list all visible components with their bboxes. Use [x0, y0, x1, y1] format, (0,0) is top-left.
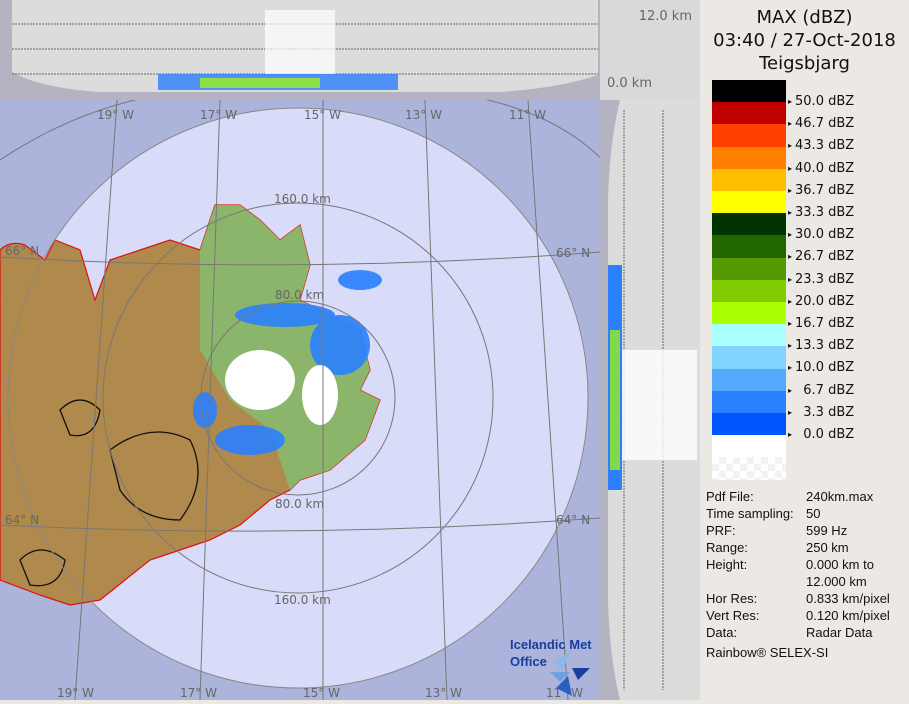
legend-label: 50.0 dBZ: [788, 94, 854, 109]
lon-label-bottom: 17° W: [180, 686, 217, 700]
metadata-table: Pdf File: 240km.max Time sampling: 50 PRF: 59…: [706, 488, 890, 660]
legend-swatch: [712, 235, 786, 258]
lon-label-top: 17° W: [200, 108, 237, 122]
info-key: Pdf File:: [706, 489, 754, 504]
station-name: Teigsbjarg: [759, 53, 850, 74]
info-row: Time sampling: 50: [706, 505, 890, 522]
info-key: Hor Res:: [706, 591, 758, 606]
legend-label: 30.0 dBZ: [788, 227, 854, 242]
legend-swatch: [712, 435, 786, 458]
range-ring-label: 80.0 km: [275, 288, 324, 302]
legend-swatch-nodata: [712, 457, 786, 480]
legend-label: 13.3 dBZ: [788, 338, 854, 353]
height-axis: 12.0 km 0.0 km: [600, 0, 700, 100]
vertical-profile-side: [600, 100, 700, 700]
legend-swatch: [712, 213, 786, 236]
lon-label-bottom: 11° W: [546, 686, 583, 700]
lat-label: 66° N: [556, 246, 590, 260]
legend-label: 6.7 dBZ: [788, 383, 854, 398]
legend-swatch: [712, 146, 786, 169]
vertical-profile-top: [0, 0, 600, 100]
range-ring-label: 160.0 km: [274, 593, 331, 607]
lat-label: 64° N: [556, 513, 590, 527]
legend-swatch: [712, 302, 786, 325]
lon-label-bottom: 19° W: [57, 686, 94, 700]
info-value: 0.000 km to: [806, 557, 874, 572]
legend-label: 20.0 dBZ: [788, 294, 854, 309]
info-value: 0.120 km/pixel: [806, 608, 890, 623]
range-ring-label: 160.0 km: [274, 192, 331, 206]
info-value: 599 Hz: [806, 523, 848, 538]
legend-label: 0.0 dBZ: [788, 427, 854, 442]
product-title: MAX (dBZ): [756, 7, 853, 28]
info-value: 50: [806, 506, 821, 521]
info-row: Height: 0.000 km to: [706, 556, 890, 573]
info-row: Range: 250 km: [706, 539, 890, 556]
legend-swatch: [712, 80, 786, 103]
info-key: Data:: [706, 625, 738, 640]
info-value: 12.000 km: [806, 574, 867, 589]
legend-swatch: [712, 168, 786, 191]
legend-swatch: [712, 124, 786, 147]
lon-label-bottom: 15° W: [303, 686, 340, 700]
info-row: Vert Res: 0.120 km/pixel: [706, 607, 890, 624]
height-bottom-label: 0.0 km: [607, 76, 652, 91]
lon-label-bottom: 13° W: [425, 686, 462, 700]
info-key: Vert Res:: [706, 608, 760, 623]
info-value: Radar Data: [806, 625, 873, 640]
legend-label: 3.3 dBZ: [788, 405, 854, 420]
legend-label: 16.7 dBZ: [788, 316, 854, 331]
lon-label-top: 11° W: [509, 108, 546, 122]
info-key: PRF:: [706, 523, 736, 538]
info-key: Height:: [706, 557, 748, 572]
info-row: Pdf File: 240km.max: [706, 488, 890, 505]
range-ring-label: 80.0 km: [275, 497, 324, 511]
lon-label-top: 15° W: [304, 108, 341, 122]
legend-swatch: [712, 413, 786, 436]
legend-swatch: [712, 368, 786, 391]
legend-label: 36.7 dBZ: [788, 183, 854, 198]
legend-swatch: [712, 257, 786, 280]
legend-label: 23.3 dBZ: [788, 272, 854, 287]
legend-label: 33.3 dBZ: [788, 205, 854, 220]
lat-label: 66° N: [5, 244, 39, 258]
info-value: 0.833 km/pixel: [806, 591, 890, 606]
legend-swatch: [712, 279, 786, 302]
lat-label: 64° N: [5, 513, 39, 527]
legend-swatch: [712, 346, 786, 369]
info-value: 250 km: [806, 540, 849, 555]
datetime: 03:40 / 27-Oct-2018: [713, 30, 896, 51]
legend-swatch: [712, 390, 786, 413]
legend-label: 46.7 dBZ: [788, 116, 854, 131]
info-row: Hor Res: 0.833 km/pixel: [706, 590, 890, 607]
logo-text: Icelandic Met: [510, 637, 592, 652]
legend-label: 26.7 dBZ: [788, 249, 854, 264]
info-key: Time sampling:: [706, 506, 794, 521]
legend-label: 43.3 dBZ: [788, 138, 854, 153]
imo-logo: Icelandic Met Office: [510, 636, 592, 670]
lon-label-top: 13° W: [405, 108, 442, 122]
info-key: Range:: [706, 540, 748, 555]
legend-swatch: [712, 102, 786, 125]
info-panel: MAX (dBZ) 03:40 / 27-Oct-2018 Teigsbjarg…: [700, 0, 909, 700]
info-row: Data: Radar Data: [706, 624, 890, 641]
imo-logo-icon: [550, 652, 590, 696]
radar-map[interactable]: 19° W 17° W 15° W 13° W 11° W 19° W 17° …: [0, 88, 621, 701]
logo-text: Office: [510, 654, 547, 669]
legend-label: 10.0 dBZ: [788, 360, 854, 375]
info-value: 240km.max: [806, 489, 874, 504]
info-key: [706, 573, 806, 590]
legend-swatch: [712, 191, 786, 214]
lon-label-top: 19° W: [97, 108, 134, 122]
info-row: 12.000 km: [706, 573, 890, 590]
height-top-label: 12.0 km: [638, 9, 692, 24]
info-row: PRF: 599 Hz: [706, 522, 890, 539]
legend-label: 40.0 dBZ: [788, 161, 854, 176]
footer-credit: Rainbow® SELEX-SI: [706, 645, 829, 660]
legend-swatch: [712, 324, 786, 347]
